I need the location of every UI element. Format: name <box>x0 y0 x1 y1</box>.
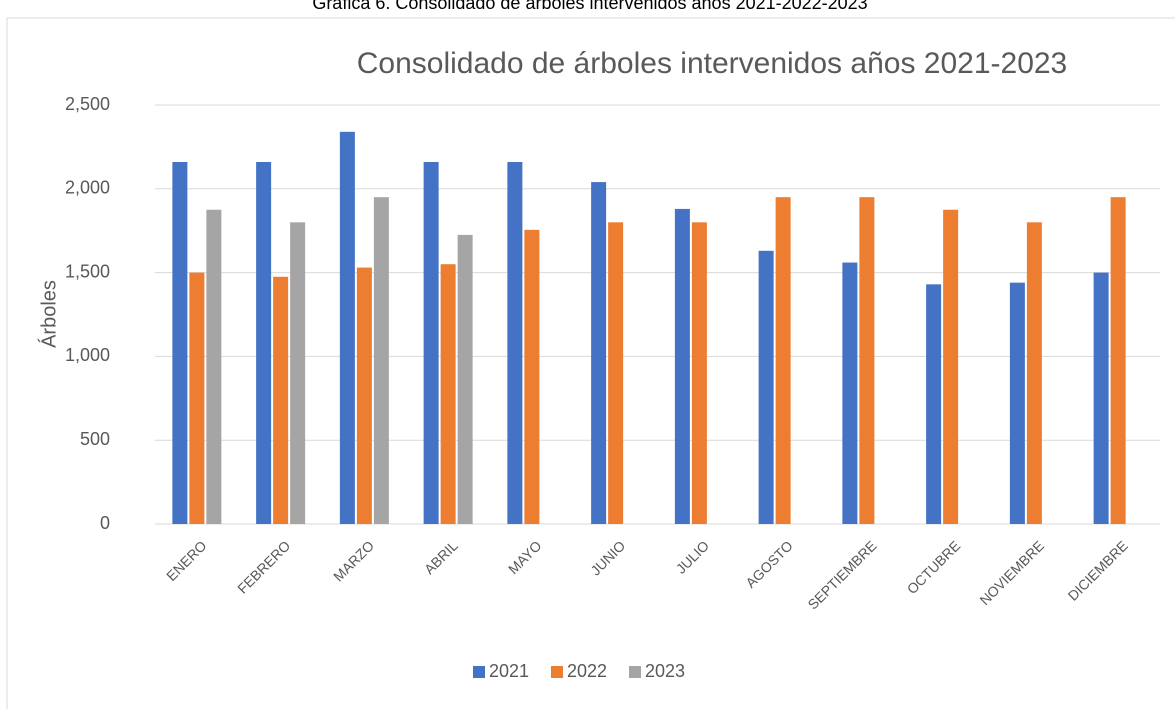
bar <box>457 234 473 524</box>
legend-swatch <box>551 666 563 678</box>
legend-swatch <box>629 666 641 678</box>
bar <box>172 161 188 524</box>
x-tick-label: ENERO <box>163 537 210 584</box>
y-tick-label: 2,000 <box>65 178 110 198</box>
legend-label: 2021 <box>489 661 529 681</box>
bar <box>859 197 875 524</box>
bar <box>206 209 222 524</box>
x-tick-label: ABRIL <box>421 537 461 577</box>
y-tick-label: 500 <box>80 429 110 449</box>
bar <box>189 272 205 524</box>
y-tick-label: 2,500 <box>65 94 110 114</box>
legend-label: 2023 <box>645 661 685 681</box>
bar <box>290 222 306 524</box>
x-tick-label: JUNIO <box>587 537 628 578</box>
legend-swatch <box>473 666 485 678</box>
y-tick-label: 1,500 <box>65 261 110 281</box>
x-tick-label: NOVIEMBRE <box>976 537 1047 608</box>
bar <box>943 209 959 524</box>
y-tick-label: 1,000 <box>65 345 110 365</box>
bar <box>1026 222 1042 524</box>
bar <box>524 229 540 524</box>
x-tick-label: DICIEMBRE <box>1065 537 1131 603</box>
x-tick-label: OCTUBRE <box>904 537 964 597</box>
bar <box>507 161 523 524</box>
bar <box>674 208 690 525</box>
bar <box>423 161 439 524</box>
x-tick-label: AGOSTO <box>742 537 796 591</box>
bar <box>608 222 624 524</box>
caption: Gráfica 6. Consolidado de árboles interv… <box>312 0 867 13</box>
chart-border <box>6 17 1175 709</box>
bar <box>758 250 774 524</box>
chart-title: Consolidado de árboles intervenidos años… <box>357 47 1068 80</box>
bar <box>373 197 389 524</box>
bar <box>591 182 607 524</box>
x-tick-label: MARZO <box>330 537 377 584</box>
x-tick-label: FEBRERO <box>234 537 293 596</box>
y-axis-label: Árboles <box>37 280 60 348</box>
x-tick-label: JULIO <box>673 537 712 576</box>
x-tick-label: SEPTIEMBRE <box>804 537 879 612</box>
bar <box>842 262 858 524</box>
bar <box>273 276 289 524</box>
bar <box>356 267 372 524</box>
bar <box>775 197 791 524</box>
legend-label: 2022 <box>567 661 607 681</box>
y-tick-label: 0 <box>100 513 110 533</box>
bar <box>440 264 456 524</box>
bar <box>256 161 272 524</box>
bar <box>691 222 707 524</box>
bar <box>1093 272 1109 524</box>
bar <box>1110 197 1126 524</box>
bar <box>339 131 355 525</box>
bar <box>926 284 942 524</box>
bar <box>1009 282 1025 524</box>
x-tick-label: MAYO <box>505 537 545 577</box>
